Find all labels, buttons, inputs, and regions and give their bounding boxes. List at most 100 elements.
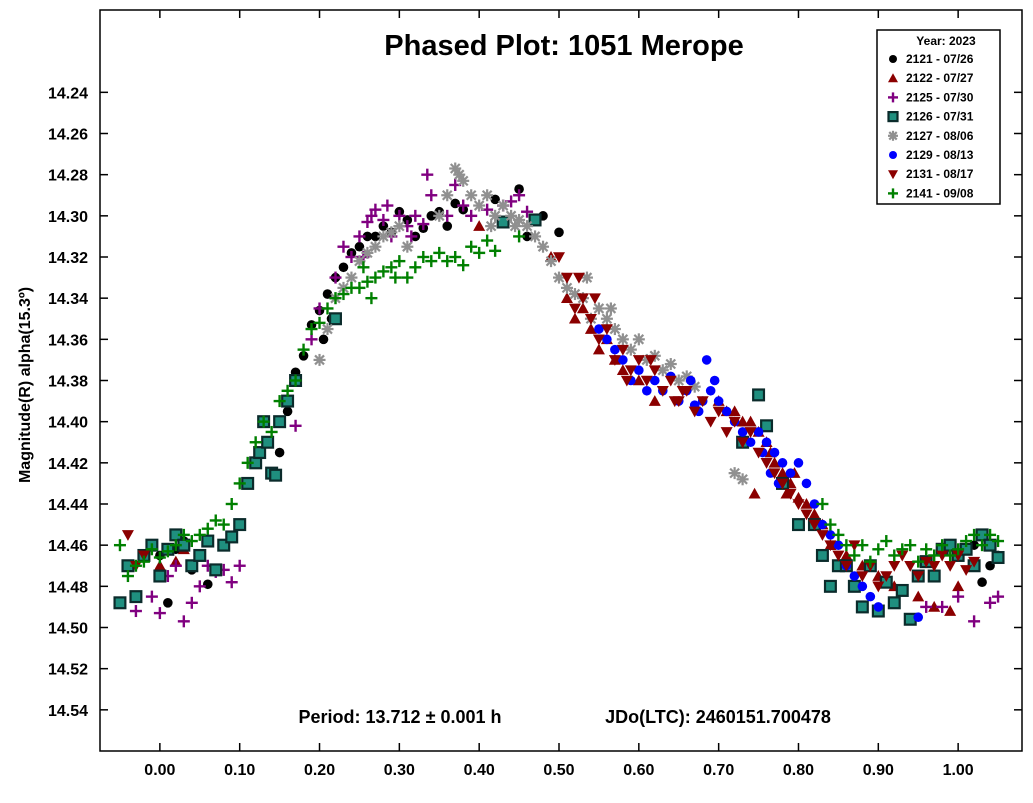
data-point-series-7 [648,365,661,377]
data-point-series-6 [833,540,844,550]
data-point-series-5 [485,220,498,233]
data-point-series-1 [514,184,524,194]
data-point-series-3 [169,559,182,572]
data-point-series-7 [784,488,797,500]
data-point-series-3 [984,596,997,609]
x-tick-label: 0.90 [863,762,894,779]
data-point-series-1 [450,198,461,209]
data-point-series-2 [800,498,813,509]
data-point-series-2 [648,395,661,406]
data-point-series-6 [594,324,604,334]
x-tick-label: 0.10 [224,762,255,779]
data-point-series-7 [896,550,909,562]
data-point-series-3 [936,600,949,613]
y-tick-label: 14.40 [48,415,88,432]
data-point-series-7 [904,560,917,572]
data-point-series-2 [912,590,925,602]
data-point-series-3 [968,615,981,628]
data-point-series-8 [249,436,262,449]
data-point-series-2 [768,456,781,468]
data-point-series-4 [233,518,247,532]
data-point-series-2 [736,415,749,427]
y-tick-label: 14.36 [48,332,88,349]
data-point-series-7 [952,550,965,562]
data-point-series-2 [153,559,166,571]
data-point-series-8 [912,555,925,568]
data-point-series-8 [960,535,973,548]
data-point-series-4 [225,530,239,544]
x-tick-label: 0.20 [304,762,335,779]
data-point-series-2 [560,292,573,303]
data-point-series-8 [473,246,486,259]
y-tick-label: 14.38 [48,374,88,391]
data-point-series-8 [361,275,374,288]
legend-marker-4 [887,110,899,123]
legend-marker-8 [888,188,898,199]
y-tick-label: 14.48 [48,579,88,596]
y-tick-label: 14.52 [48,662,88,679]
data-point-series-1 [282,406,293,417]
data-point-series-3 [381,199,394,212]
data-point-series-4 [528,213,542,227]
data-point-series-8 [257,415,270,428]
data-point-series-6 [785,468,796,478]
data-point-series-7 [592,334,605,346]
y-tick-label: 14.34 [48,291,88,308]
x-tick-label: 0.50 [543,762,574,779]
y-tick-label: 14.44 [48,497,88,514]
data-point-series-6 [737,427,748,437]
data-point-series-7 [824,540,837,552]
data-point-series-5 [385,226,398,239]
data-point-series-8 [389,271,402,284]
legend-label-7: 2131 - 08/17 [906,167,974,181]
data-point-series-2 [728,405,741,417]
data-point-series-8 [433,246,446,259]
data-point-series-4 [201,534,215,548]
legend-marker-1 [889,55,897,63]
data-point-series-3 [992,590,1005,603]
data-point-series-3 [289,419,302,432]
data-point-series-8 [409,261,422,274]
data-point-series-8 [169,539,182,552]
data-point-series-2 [840,549,853,561]
data-point-series-1 [202,579,213,590]
data-point-series-6 [769,447,780,458]
data-point-series-3 [129,605,142,618]
data-point-series-2 [748,487,761,499]
data-point-series-5 [465,189,478,202]
data-point-series-8 [936,539,949,552]
x-tick-label: 0.80 [783,762,814,779]
data-point-series-2 [616,364,629,376]
data-point-series-1 [163,598,173,608]
data-point-series-8 [241,456,254,469]
plot-frame [99,9,1023,752]
data-point-series-4 [855,600,869,614]
data-point-series-6 [809,499,820,509]
data-point-series-4 [261,435,275,449]
data-point-series-3 [920,600,933,613]
data-point-series-7 [696,396,709,408]
data-point-series-8 [377,265,390,278]
data-point-series-8 [816,498,829,510]
data-point-series-3 [417,218,430,231]
data-point-series-2 [928,600,941,612]
data-point-series-7 [560,272,573,284]
data-point-series-4 [328,312,342,326]
data-point-series-5 [521,220,534,233]
data-point-series-7 [888,560,901,572]
data-point-series-6 [857,581,868,592]
data-point-series-7 [936,550,949,562]
y-tick-label: 14.54 [48,703,88,720]
data-point-series-7 [656,385,669,397]
data-point-series-5 [393,220,406,233]
data-point-series-8 [952,543,965,556]
data-point-series-7 [668,396,681,408]
data-point-series-2 [584,323,597,334]
data-point-series-5 [401,240,414,253]
data-point-series-6 [913,612,924,623]
data-point-series-8 [357,261,370,274]
x-tick-label: 0.40 [464,762,495,779]
data-point-series-5 [313,353,326,366]
data-point-series-7 [960,565,973,576]
y-tick-label: 14.50 [48,621,88,638]
